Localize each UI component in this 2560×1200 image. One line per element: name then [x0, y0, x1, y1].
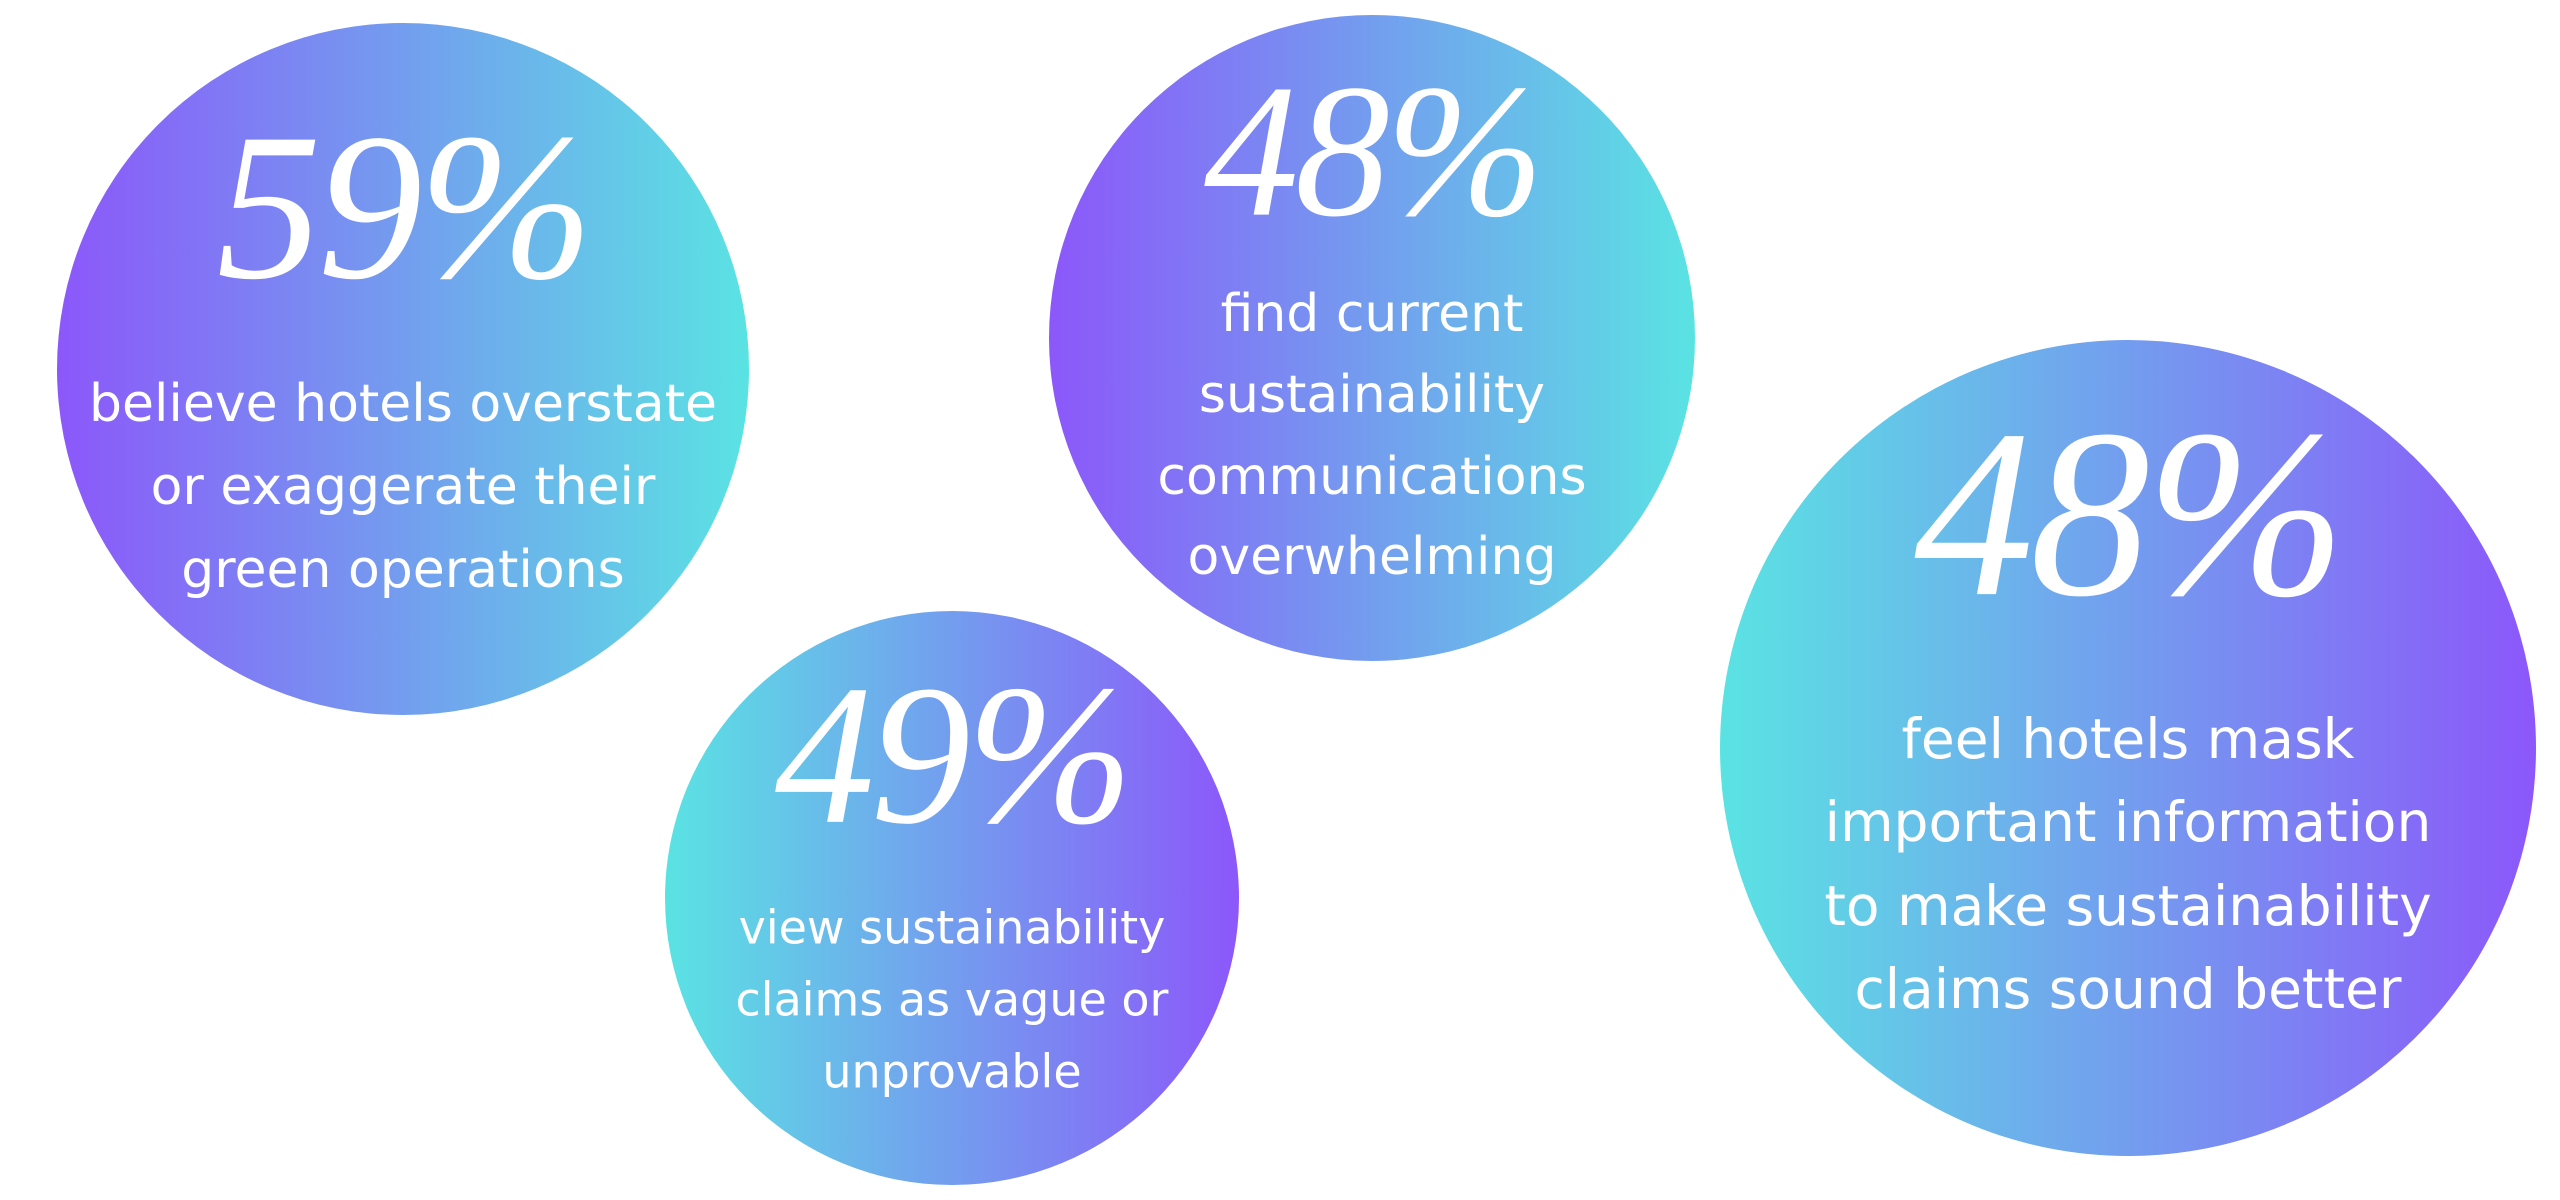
- stat-circle: [1720, 340, 2536, 1156]
- stat-description: find current: [1221, 284, 1524, 344]
- stat-description: to make sustainability: [1824, 874, 2431, 938]
- stat-figure: 49%: [775, 645, 1130, 866]
- stat-circle: [665, 611, 1239, 1185]
- stat-description: believe hotels overstate: [89, 374, 717, 434]
- stat-description: green operations: [181, 540, 624, 600]
- stat-description: important information: [1825, 790, 2432, 854]
- stat-description: feel hotels mask: [1902, 707, 2355, 771]
- stat-description: or exaggerate their: [151, 457, 656, 517]
- stat-description: sustainability: [1199, 365, 1545, 425]
- stat-figure: 48%: [1204, 47, 1540, 257]
- stat-figure: 48%: [1914, 380, 2342, 646]
- stat-description: communications: [1157, 447, 1586, 507]
- stat-description: claims sound better: [1855, 957, 2402, 1021]
- stat-description: overwhelming: [1188, 527, 1557, 587]
- stat-description: claims as vague or: [736, 973, 1169, 1027]
- stat-circle: [57, 23, 749, 715]
- stat-description: view sustainability: [739, 901, 1166, 955]
- stat-figure: 59%: [217, 91, 590, 323]
- stat-description: unprovable: [822, 1045, 1081, 1099]
- stat-circle: [1049, 15, 1695, 661]
